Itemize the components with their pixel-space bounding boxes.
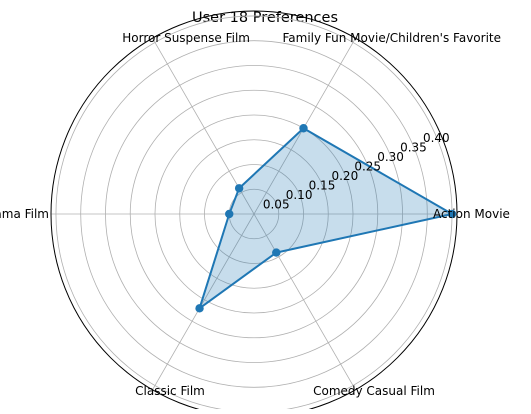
category-label-0: Action Movie: [433, 207, 510, 221]
radial-tick-0: 0.05: [263, 198, 290, 212]
radial-tick-7: 0.40: [423, 131, 450, 145]
data-point-2: [234, 184, 244, 193]
radial-tick-5: 0.30: [377, 150, 404, 164]
radial-tick-labels: 0.050.100.150.200.250.300.350.40: [263, 131, 450, 211]
category-label-4: Classic Film: [135, 384, 205, 398]
category-label-5: Comedy Casual Film: [313, 384, 435, 398]
grid-spoke-4: [152, 213, 255, 391]
data-point-4: [195, 304, 204, 313]
radial-tick-6: 0.35: [400, 141, 427, 155]
radial-tick-3: 0.20: [331, 169, 358, 183]
data-point-3: [225, 209, 234, 219]
series-area: [199, 128, 453, 309]
category-labels: Action Movie Family Fun Movie/Children's …: [0, 31, 510, 398]
chart-title: User 18 Preferences: [192, 10, 338, 26]
category-label-3: Easy Drama Film: [0, 207, 49, 221]
data-layer: [195, 124, 457, 313]
data-point-5: [272, 248, 281, 257]
category-label-1: Family Fun Movie/Children's Favorite: [282, 31, 501, 45]
data-point-1: [299, 124, 308, 133]
radial-tick-1: 0.10: [286, 188, 313, 202]
polar-frame: [50, 10, 458, 414]
grid-spoke-5: [253, 213, 356, 391]
category-label-2: Horror Suspense Film: [122, 31, 250, 45]
data-point-0: [447, 209, 457, 219]
radial-tick-2: 0.15: [309, 179, 336, 193]
radial-tick-4: 0.25: [354, 160, 381, 174]
